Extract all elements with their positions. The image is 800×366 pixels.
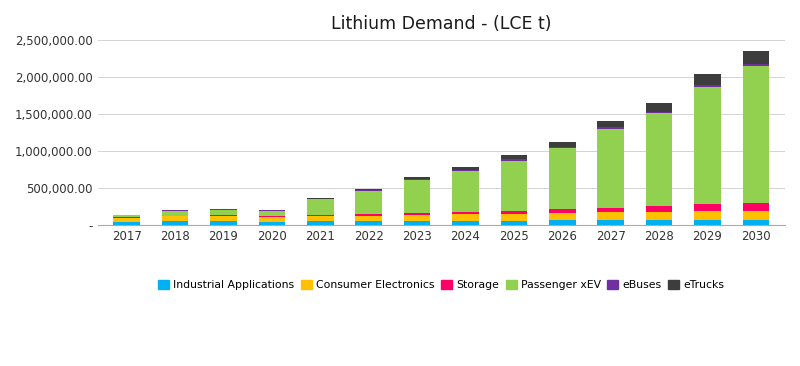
Bar	[742, 66, 770, 202]
Bar	[646, 112, 673, 113]
Bar	[501, 221, 527, 225]
Bar	[114, 222, 140, 225]
Bar	[355, 221, 382, 225]
Bar	[646, 212, 673, 220]
Bar	[307, 215, 334, 216]
Bar	[114, 215, 140, 217]
Bar	[549, 213, 576, 220]
Bar	[549, 149, 576, 209]
Bar	[258, 210, 285, 211]
Bar	[646, 103, 673, 112]
Bar	[501, 213, 527, 221]
Bar	[598, 212, 624, 220]
Bar	[742, 211, 770, 220]
Bar	[114, 214, 140, 215]
Bar	[404, 180, 430, 213]
Bar	[694, 204, 721, 211]
Bar	[598, 220, 624, 225]
Bar	[162, 210, 188, 216]
Bar	[162, 216, 188, 217]
Bar	[162, 221, 188, 225]
Bar	[355, 189, 382, 190]
Bar	[355, 191, 382, 214]
Bar	[210, 216, 237, 221]
Bar	[742, 202, 770, 211]
Bar	[404, 179, 430, 180]
Bar	[501, 161, 527, 211]
Bar	[549, 209, 576, 213]
Bar	[258, 217, 285, 222]
Bar	[501, 160, 527, 161]
Bar	[258, 222, 285, 225]
Bar	[355, 190, 382, 191]
Bar	[452, 212, 479, 214]
Bar	[404, 213, 430, 215]
Bar	[549, 147, 576, 149]
Bar	[307, 221, 334, 225]
Bar	[501, 211, 527, 213]
Bar	[307, 216, 334, 221]
Bar	[694, 211, 721, 220]
Bar	[549, 220, 576, 225]
Bar	[694, 85, 721, 87]
Bar	[694, 220, 721, 225]
Bar	[114, 217, 140, 218]
Bar	[742, 51, 770, 64]
Bar	[452, 221, 479, 225]
Bar	[452, 214, 479, 221]
Bar	[162, 217, 188, 221]
Bar	[114, 218, 140, 222]
Bar	[210, 215, 237, 216]
Legend: Industrial Applications, Consumer Electronics, Storage, Passenger xEV, eBuses, e: Industrial Applications, Consumer Electr…	[154, 275, 729, 294]
Bar	[742, 64, 770, 66]
Bar	[598, 120, 624, 127]
Bar	[210, 209, 237, 210]
Bar	[404, 221, 430, 225]
Bar	[598, 208, 624, 212]
Bar	[694, 74, 721, 85]
Bar	[598, 129, 624, 208]
Bar	[210, 221, 237, 225]
Bar	[694, 87, 721, 204]
Bar	[452, 171, 479, 212]
Bar	[307, 199, 334, 215]
Bar	[355, 216, 382, 221]
Bar	[452, 170, 479, 171]
Bar	[646, 220, 673, 225]
Bar	[404, 215, 430, 221]
Bar	[404, 177, 430, 179]
Bar	[210, 210, 237, 215]
Bar	[258, 216, 285, 217]
Bar	[598, 127, 624, 129]
Bar	[258, 211, 285, 216]
Title: Lithium Demand - (LCE t): Lithium Demand - (LCE t)	[331, 15, 551, 33]
Bar	[501, 155, 527, 160]
Bar	[646, 113, 673, 206]
Bar	[742, 220, 770, 225]
Bar	[355, 214, 382, 216]
Bar	[307, 198, 334, 199]
Bar	[549, 142, 576, 147]
Bar	[452, 167, 479, 170]
Bar	[646, 206, 673, 212]
